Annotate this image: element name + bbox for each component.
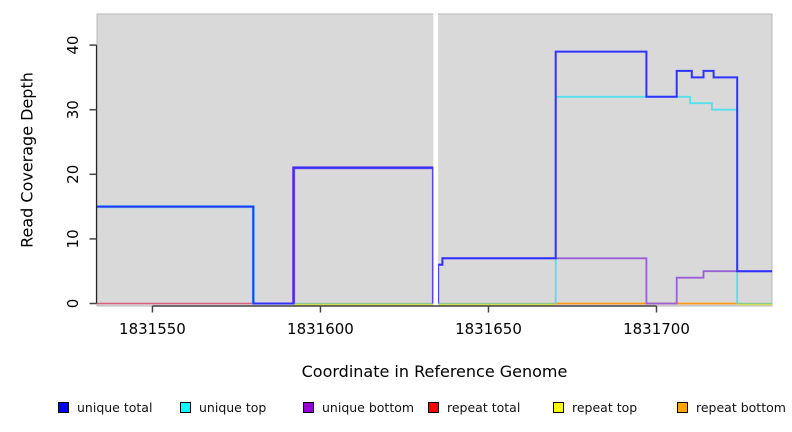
legend-label: unique top [199,399,267,415]
x-tick-label: 1831650 [455,320,522,338]
y-axis-title: Read Coverage Depth [17,72,37,248]
y-tick-label: 20 [64,165,82,184]
x-tick-label: 1831700 [623,320,690,338]
legend-item-unique-bottom: unique bottom [303,399,414,415]
legend: unique total unique top unique bottom repea… [0,399,792,421]
legend-item-unique-top: unique top [180,399,266,415]
legend-swatch [180,401,191,413]
legend-label: repeat top [572,399,638,415]
series-unique-total-line [437,50,773,304]
y-tick-label: 0 [64,299,82,309]
y-tick-label: 10 [64,229,82,248]
legend-item-repeat-bottom: repeat bottom [677,399,786,415]
x-tick-label: 1831600 [287,320,354,338]
legend-swatch [677,401,688,413]
legend-label: unique bottom [322,399,415,415]
x-tick-label: 1831550 [119,320,186,338]
y-tick-label: 40 [64,36,82,55]
legend-item-repeat-total: repeat total [428,399,520,415]
legend-label: repeat total [447,399,521,415]
legend-label: repeat bottom [696,399,786,415]
legend-swatch [58,401,69,413]
series-unique-top-line [554,95,739,304]
legend-swatch [303,401,314,413]
legend-swatch [553,401,564,413]
legend-item-repeat-top: repeat top [553,399,637,415]
legend-item-unique-total: unique total [58,399,152,415]
missing-data-gap [433,13,439,307]
x-axis-title: Coordinate in Reference Genome [301,362,568,381]
legend-label: unique total [77,399,153,415]
y-tick-label: 30 [64,100,82,119]
legend-swatch [428,401,439,413]
